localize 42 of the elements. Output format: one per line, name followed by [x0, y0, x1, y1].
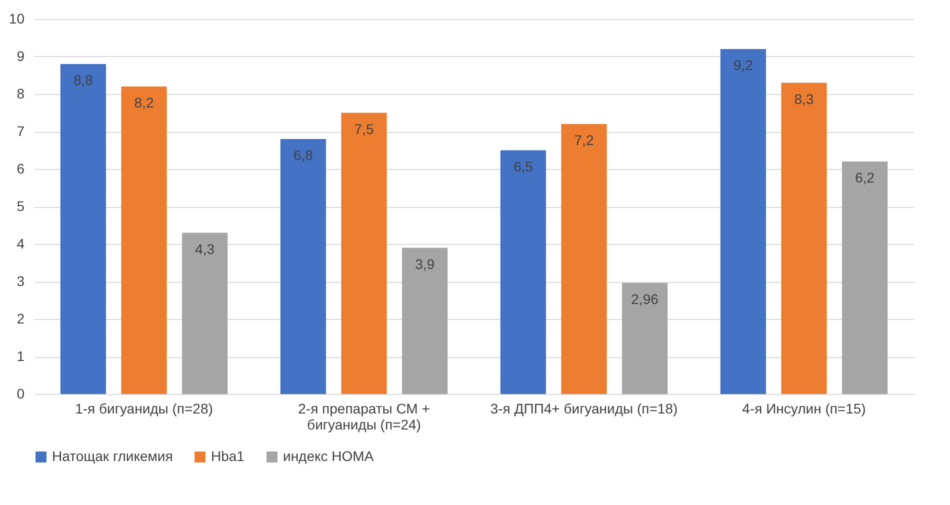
y-tick-label: 0 [16, 386, 25, 402]
y-tick-label: 3 [16, 273, 25, 289]
data-label: 3,9 [415, 256, 435, 272]
data-label: 7,2 [574, 132, 594, 148]
bar [121, 86, 167, 394]
legend-label: Hba1 [211, 448, 245, 464]
bar [500, 150, 546, 394]
y-tick-label: 9 [16, 48, 25, 64]
y-tick-label: 1 [16, 348, 25, 364]
bar [341, 112, 387, 394]
y-tick-label: 2 [16, 310, 25, 326]
data-label: 8,2 [134, 94, 154, 110]
bar [781, 82, 827, 394]
data-label: 6,5 [513, 158, 534, 174]
bar [60, 64, 106, 394]
data-label: 6,8 [293, 147, 314, 163]
x-tick-label: 2-я препараты СМ + бигуаниды (п=24) [298, 400, 430, 432]
y-tick-label: 8 [16, 86, 25, 102]
y-tick-label: 10 [8, 10, 25, 26]
data-label: 8,3 [794, 90, 814, 107]
data-label: 6,2 [855, 170, 875, 186]
data-label: 2,96 [631, 291, 659, 307]
data-label: 9,2 [733, 57, 754, 73]
data-label: 4,3 [195, 240, 215, 257]
legend-label: Натощак гликемия [52, 448, 173, 464]
bar [720, 49, 766, 394]
bar [842, 162, 888, 394]
bar [402, 248, 448, 394]
y-tick-label: 5 [16, 198, 25, 214]
bar [622, 283, 668, 394]
bar [561, 124, 607, 394]
y-tick-label: 7 [16, 123, 25, 139]
y-tick-label: 6 [16, 160, 25, 176]
y-tick-label: 4 [16, 236, 25, 252]
bar [182, 232, 228, 394]
data-label: 7,5 [354, 120, 374, 137]
x-tick-label: 3-я ДПП4+ бигуаниды (п=18) [490, 400, 678, 416]
bar [280, 139, 326, 394]
data-label: 8,8 [73, 72, 94, 88]
x-tick-label: 4-я Инсулин (п=15) [742, 400, 866, 416]
x-tick-label: 1-я бигуаниды (п=28) [75, 400, 213, 416]
legend-label: индекс HOMA [283, 448, 374, 464]
